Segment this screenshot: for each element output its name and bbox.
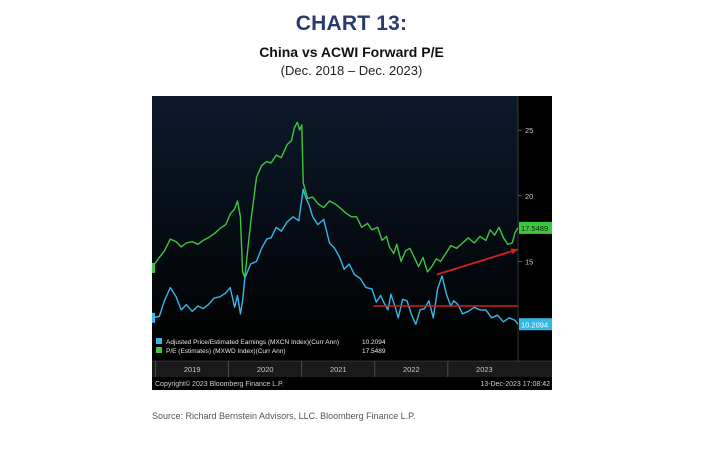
chart-frame: 2019 2020 2021 2022 2023 15 20 25 10.2094 17.54… <box>152 96 552 390</box>
series-line-blue <box>152 188 519 326</box>
last-value-tag-green <box>519 221 552 234</box>
y-tick-label: 25 <box>525 126 533 135</box>
start-marker-blue <box>152 312 155 323</box>
plot-area <box>152 96 518 348</box>
legend: Adjusted Price/Estimated Earnings (MXCN … <box>156 338 386 355</box>
legend-entry-blue: Adjusted Price/Estimated Earnings (MXCN … <box>166 339 339 346</box>
x-tick-label: 2019 <box>184 365 201 374</box>
y-tick-label: 15 <box>525 257 533 266</box>
x-tick-label: 2023 <box>476 365 493 374</box>
x-tick-label: 2022 <box>403 365 420 374</box>
line-chart: 2019 2020 2021 2022 2023 15 20 25 10.2094 17.54… <box>152 96 552 388</box>
start-marker-green <box>152 262 155 273</box>
last-value-label-blue: 10.2094 <box>521 320 548 329</box>
chart-title: China vs ACWI Forward P/E <box>259 44 444 60</box>
legend-swatch-blue <box>156 338 162 344</box>
last-value-tag-blue <box>519 318 552 331</box>
y-tick-label: 20 <box>525 192 533 201</box>
legend-entry-green: P/E (Estimates) (MXWD Index)(Curr Ann) <box>166 348 286 355</box>
x-tick-label: 2020 <box>257 365 274 374</box>
series-line-green <box>152 121 519 278</box>
copyright-footer: Copyright© 2023 Bloomberg Finance L.P. <box>155 380 284 388</box>
timestamp-footer: 13-Dec-2023 17:08:42 <box>480 381 550 388</box>
x-axis-band <box>152 361 552 377</box>
legend-swatch-green <box>156 347 162 353</box>
trend-arrow <box>436 248 519 276</box>
last-value-label-green: 17.5489 <box>521 224 548 233</box>
source-note: Source: Richard Bernstein Advisors, LLC.… <box>152 411 416 421</box>
x-tick-label: 2021 <box>330 365 347 374</box>
legend-value-green: 17.5489 <box>362 348 386 355</box>
chart-number: CHART 13: <box>295 12 408 35</box>
chart-subtitle: (Dec. 2018 – Dec. 2023) <box>280 63 423 78</box>
legend-value-blue: 10.2094 <box>362 339 386 346</box>
